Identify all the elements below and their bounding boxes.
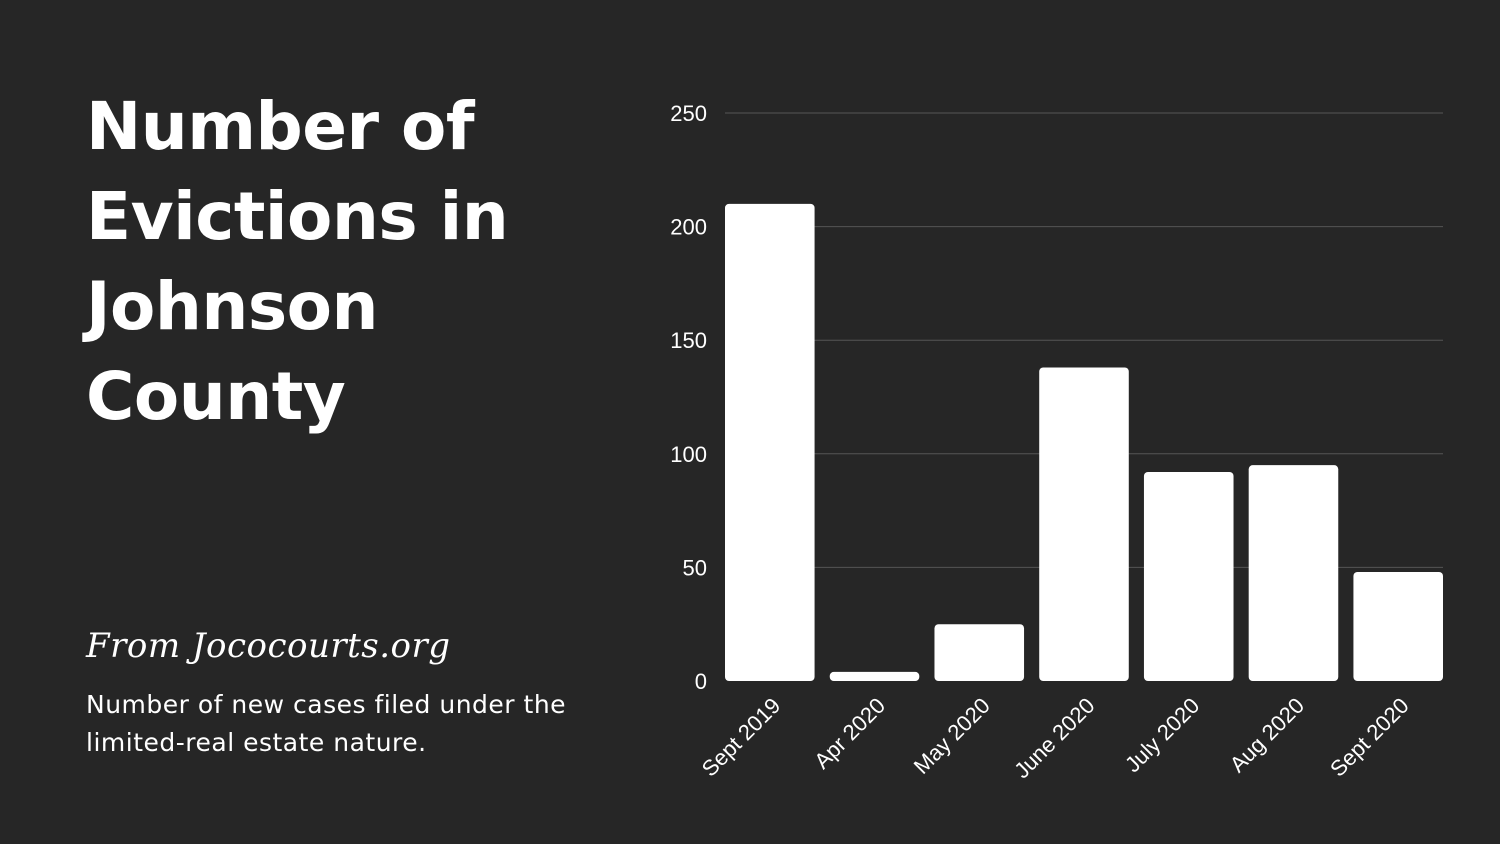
bar-apr-2020 [829,671,920,681]
x-tick-label: Sept 2020 [1325,693,1414,782]
bar-june-2020 [1039,367,1129,681]
source-credit: From Jococourts.org [86,626,451,666]
y-tick-label: 200 [670,215,707,240]
chart-title: Number of Evictions in Johnson County [86,88,509,435]
y-tick-label: 50 [683,555,707,580]
y-axis-ticks: 0 50 100 150 200 250 [670,101,707,694]
x-tick-label: June 2020 [1009,693,1099,783]
x-tick-label: Apr 2020 [809,693,890,774]
bar-july-2020 [1143,471,1234,681]
bars [725,203,1443,681]
bar-may-2020 [934,624,1025,681]
x-tick-label: July 2020 [1120,693,1204,777]
y-tick-label: 100 [670,442,707,467]
y-tick-label: 250 [670,101,707,126]
x-tick-label: Aug 2020 [1225,693,1309,777]
x-axis-ticks: Sept 2019 Apr 2020 May 2020 June 2020 July 2… [697,693,1414,783]
bar-sept-2020 [1353,571,1443,681]
bar-sept-2019 [725,203,815,681]
y-tick-label: 150 [670,328,707,353]
y-tick-label: 0 [695,669,707,694]
x-tick-label: Sept 2019 [697,693,786,782]
bar-aug-2020 [1248,465,1339,681]
chart-description: Number of new cases filed under the limi… [86,690,567,757]
x-tick-label: May 2020 [909,693,995,779]
bar-chart: 0 50 100 150 200 250 Sept 2019 Apr 2020 May 202… [670,101,1443,783]
